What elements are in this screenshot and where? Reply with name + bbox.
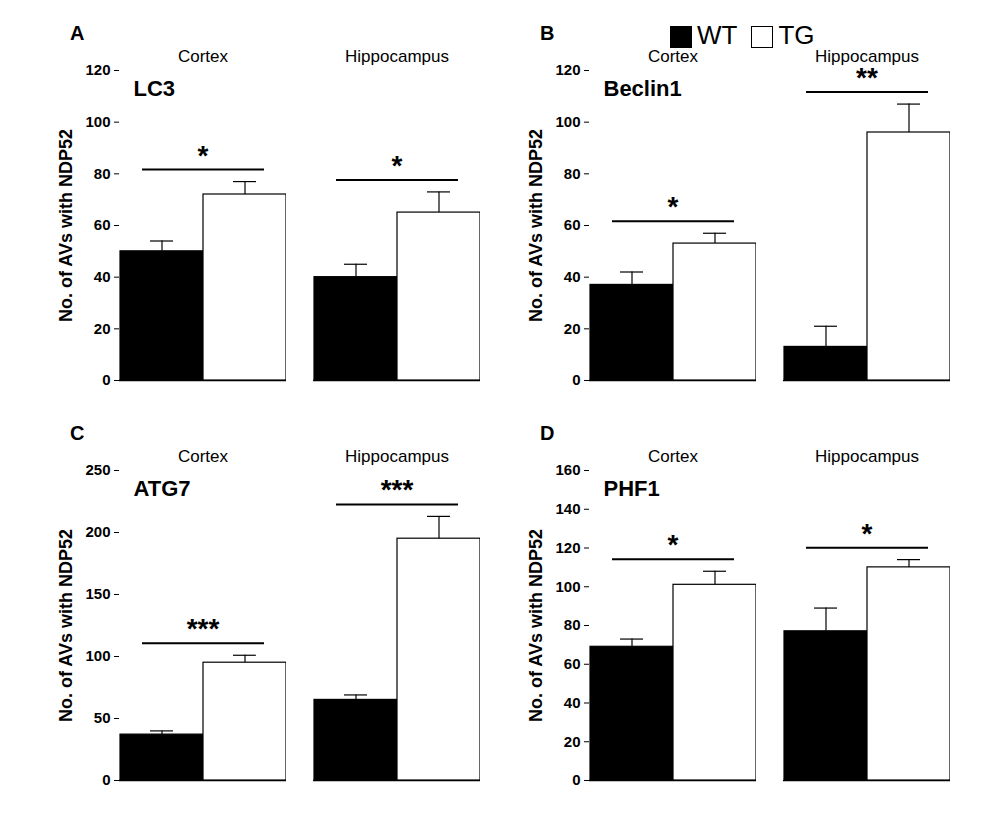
svg-text:20: 20: [94, 320, 111, 337]
svg-text:PHF1: PHF1: [604, 476, 660, 501]
svg-text:**: **: [856, 62, 878, 93]
svg-text:Cortex: Cortex: [648, 50, 699, 66]
svg-text:160: 160: [555, 461, 580, 478]
svg-text:40: 40: [94, 268, 111, 285]
svg-text:Cortex: Cortex: [178, 50, 229, 66]
svg-text:40: 40: [564, 694, 581, 711]
svg-text:No. of AVs with NDP52: No. of AVs with NDP52: [526, 129, 546, 322]
svg-text:Hippocampus: Hippocampus: [815, 450, 919, 466]
svg-text:100: 100: [85, 113, 110, 130]
svg-text:*: *: [668, 529, 679, 560]
html-text:B: B: [540, 22, 555, 44]
svg-text:150: 150: [85, 585, 110, 602]
html-text:A: A: [70, 22, 85, 44]
svg-text:*: *: [198, 140, 209, 171]
svg-text:ATG7: ATG7: [134, 476, 191, 501]
svg-text:No. of AVs with NDP52: No. of AVs with NDP52: [56, 129, 76, 322]
svg-text:50: 50: [94, 709, 111, 726]
html-text:TG: TG: [778, 20, 815, 50]
svg-text:*: *: [668, 191, 679, 222]
svg-text:20: 20: [564, 320, 581, 337]
svg-text:0: 0: [102, 371, 110, 388]
svg-text:0: 0: [572, 371, 580, 388]
svg-text:250: 250: [85, 461, 110, 478]
svg-text:80: 80: [564, 165, 581, 182]
svg-text:60: 60: [564, 655, 581, 672]
svg-text:80: 80: [94, 165, 111, 182]
svg-text:*: *: [392, 150, 403, 181]
svg-text:60: 60: [94, 216, 111, 233]
svg-text:100: 100: [85, 647, 110, 664]
html-text:WT: WT: [697, 20, 738, 50]
svg-text:Beclin1: Beclin1: [604, 76, 682, 101]
html-text:C: C: [70, 422, 85, 444]
svg-text:*: *: [862, 518, 873, 549]
svg-text:120: 120: [555, 539, 580, 556]
svg-text:Hippocampus: Hippocampus: [345, 50, 449, 66]
svg-text:120: 120: [85, 61, 110, 78]
html-text:D: D: [540, 422, 555, 444]
svg-text:No. of AVs with NDP52: No. of AVs with NDP52: [526, 529, 546, 722]
svg-text:No. of AVs with NDP52: No. of AVs with NDP52: [56, 529, 76, 722]
svg-text:Hippocampus: Hippocampus: [345, 450, 449, 466]
svg-text:120: 120: [555, 61, 580, 78]
svg-text:Cortex: Cortex: [178, 450, 229, 466]
svg-text:140: 140: [555, 500, 580, 517]
svg-text:200: 200: [85, 523, 110, 540]
svg-text:100: 100: [555, 113, 580, 130]
svg-text:40: 40: [564, 268, 581, 285]
svg-text:20: 20: [564, 733, 581, 750]
svg-text:***: ***: [187, 613, 220, 644]
svg-text:100: 100: [555, 578, 580, 595]
svg-text:0: 0: [102, 771, 110, 788]
svg-text:***: ***: [381, 474, 414, 505]
svg-text:60: 60: [564, 216, 581, 233]
svg-text:Cortex: Cortex: [648, 450, 699, 466]
svg-text:LC3: LC3: [134, 76, 176, 101]
svg-text:0: 0: [572, 771, 580, 788]
svg-text:80: 80: [564, 616, 581, 633]
